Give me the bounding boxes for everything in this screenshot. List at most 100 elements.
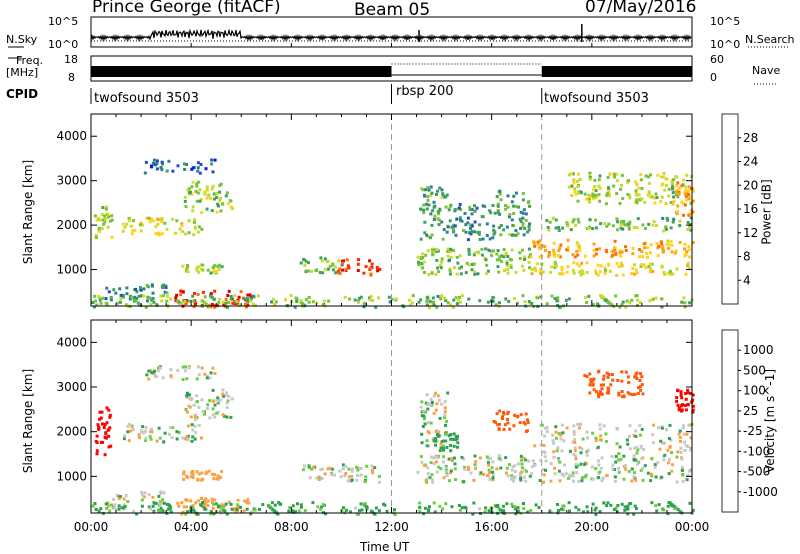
velocity-cell — [581, 476, 584, 480]
power-cell — [429, 185, 433, 189]
power-cell — [592, 248, 596, 252]
power-cell — [176, 164, 180, 168]
power-cell — [564, 298, 568, 302]
velocity-cell — [598, 470, 602, 474]
nsearch-label: N.Search — [745, 33, 795, 46]
power-cell — [537, 243, 541, 247]
power-cell — [220, 202, 224, 206]
power-cell — [514, 233, 518, 237]
velocity-cell — [229, 502, 233, 506]
velocity-cell — [588, 372, 592, 376]
velocity-cell — [524, 479, 528, 483]
velocity-cell — [288, 506, 292, 509]
velocity-cell — [545, 430, 549, 434]
velocity-cell — [144, 436, 148, 440]
power-cell — [195, 266, 199, 270]
velocity-cell — [577, 508, 581, 512]
velocity-cell — [377, 480, 381, 484]
velocity-cell — [418, 509, 422, 513]
power-cell — [468, 223, 472, 227]
power-cell — [307, 300, 311, 304]
power-cell — [683, 191, 687, 194]
velocity-cell — [586, 448, 590, 452]
velocity-cell — [598, 510, 602, 513]
velocity-cell — [585, 430, 589, 434]
power-cell — [430, 233, 434, 237]
velocity-cell — [365, 507, 369, 511]
power-cell — [422, 193, 426, 197]
power-cell — [572, 271, 576, 275]
power-cell — [521, 198, 525, 202]
velocity-cell — [539, 443, 543, 447]
velocity-cell — [441, 507, 445, 511]
nsky-label: N.Sky — [6, 33, 38, 46]
velocity-cell — [672, 504, 676, 508]
velocity-cell — [191, 504, 195, 508]
velocity-cell — [519, 478, 523, 482]
power-cell — [498, 192, 502, 196]
power-cell — [670, 179, 674, 183]
power-cell — [653, 201, 657, 205]
velocity-cell — [591, 502, 595, 506]
power-cell — [118, 287, 122, 291]
velocity-cell — [593, 508, 597, 512]
velocity-cell — [182, 477, 186, 481]
velocity-cell — [528, 474, 532, 478]
velocity-cell — [666, 504, 670, 508]
power-cell — [672, 178, 676, 182]
power-cell — [246, 293, 250, 297]
power-cell — [491, 296, 495, 300]
power-cell — [569, 228, 573, 232]
power-cell — [130, 232, 134, 236]
power-cell — [210, 162, 214, 166]
power-cell — [689, 228, 693, 232]
velocity-cell — [518, 473, 522, 477]
power-cell — [637, 186, 640, 190]
power-cell — [557, 228, 561, 232]
velocity-cell — [686, 391, 690, 395]
velocity-cell — [516, 509, 520, 513]
power-cell — [473, 204, 476, 208]
power-cell — [426, 186, 430, 190]
velocity-cell — [195, 400, 199, 403]
velocity-cell — [370, 510, 374, 514]
velocity-cell — [676, 508, 680, 511]
velocity-cell — [212, 399, 216, 403]
velocity-cell — [449, 437, 453, 441]
velocity-cell — [482, 472, 485, 476]
power-cell — [664, 183, 668, 187]
velocity-cell — [175, 437, 179, 441]
velocity-cell — [460, 455, 464, 459]
velocity-cell — [684, 444, 688, 448]
velocity-cell — [245, 507, 249, 511]
power-cell — [213, 305, 217, 309]
velocity-cell — [568, 509, 571, 513]
velocity-cell — [691, 408, 695, 412]
power-cell — [207, 194, 211, 198]
velocity-cell — [516, 415, 520, 419]
power-cell — [571, 268, 575, 272]
velocity-cell — [520, 470, 524, 474]
velocity-cell — [161, 376, 165, 380]
power-cell — [187, 219, 191, 223]
power-cell — [210, 303, 214, 306]
velocity-cell — [615, 442, 619, 446]
power-cell — [180, 301, 184, 305]
velocity-cell — [463, 465, 466, 469]
power-cell — [486, 300, 490, 304]
power-cell — [429, 212, 433, 216]
power-cell — [527, 260, 531, 264]
velocity-ytick-label: 3000 — [56, 380, 87, 394]
velocity-cell — [442, 439, 446, 443]
velocity-cell — [434, 460, 438, 464]
velocity-cell — [261, 503, 265, 506]
power-cell — [691, 187, 695, 191]
velocity-cell — [632, 475, 636, 479]
power-cell — [572, 181, 576, 185]
velocity-cell — [439, 442, 443, 446]
velocity-cell — [197, 472, 201, 476]
velocity-cell — [614, 460, 618, 464]
power-cell — [523, 255, 527, 259]
velocity-cell — [344, 472, 348, 475]
power-cell — [667, 194, 671, 198]
